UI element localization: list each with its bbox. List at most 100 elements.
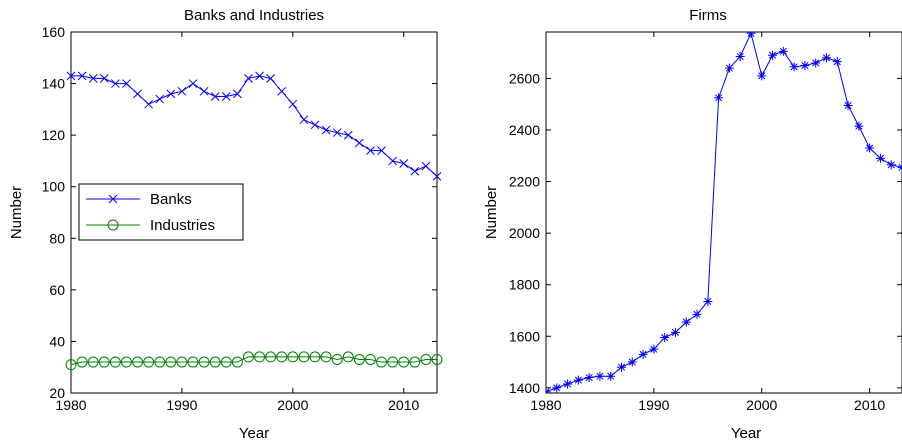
- chart1-series0-point: [617, 362, 627, 372]
- chart1-ytick-label: 1600: [509, 328, 540, 344]
- chart1-series0-point: [595, 371, 605, 381]
- chart0-industries-point: [76, 356, 88, 368]
- chart0-industries-point: [231, 356, 243, 368]
- chart1-series0-point: [627, 357, 637, 367]
- chart0-industries-point: [276, 351, 288, 363]
- chart1-series0-point: [606, 371, 616, 381]
- chart0-banks-point: [221, 92, 231, 101]
- chart0-banks-point: [299, 115, 309, 125]
- chart0-banks-point: [88, 74, 98, 83]
- chart1-ytick-label: 1800: [509, 277, 540, 293]
- chart1-series0-point: [800, 61, 810, 71]
- chart1-ytick-label: 2200: [509, 174, 540, 190]
- chart1-series0-point: [552, 383, 562, 393]
- chart1-series0-point: [821, 53, 831, 63]
- chart0-legend-label-1: Industries: [150, 217, 215, 234]
- chart1-series0-point: [563, 379, 573, 389]
- chart0-industries-point: [320, 351, 332, 363]
- chart0-banks-point: [343, 130, 353, 140]
- chart1-ytick-label: 2000: [509, 225, 540, 241]
- chart0-banks-point: [199, 86, 209, 96]
- chart1-series0-line: [546, 32, 902, 393]
- chart0-industries-point: [398, 356, 410, 368]
- chart0-legend-label-0: Banks: [150, 191, 192, 208]
- chart0-industries-point: [376, 356, 388, 368]
- chart1-series0-point: [573, 375, 583, 385]
- chart0-industries-point: [120, 356, 132, 368]
- chart1-series0-point: [854, 121, 864, 131]
- chart0-industries-point: [353, 353, 365, 365]
- chart0-legend: Banks Industries: [78, 183, 244, 241]
- chart0-ytick-label: 120: [42, 127, 66, 143]
- chart0-industries-point: [242, 351, 254, 363]
- chart0-axes-box: [70, 31, 438, 394]
- chart0-banks-point: [377, 146, 386, 155]
- chart0-industries-point: [98, 356, 110, 368]
- chart0-banks-point: [321, 125, 331, 135]
- chart0-industries-point: [176, 356, 188, 368]
- chart0-xtick-label: 2010: [388, 397, 419, 413]
- chart0-industries-point: [364, 353, 376, 365]
- chart1-xtick-label: 1980: [530, 397, 561, 413]
- chart0-legend-marker-1: [107, 219, 119, 231]
- chart0-xtick-label: 1990: [166, 397, 197, 413]
- chart1-series0-point: [735, 51, 745, 61]
- chart0-industries-point: [209, 356, 221, 368]
- chart0-industries-point: [409, 356, 421, 368]
- chart1-series0-point: [546, 387, 551, 393]
- chart0-industries-point: [220, 356, 232, 368]
- chart1-series0-point: [638, 349, 648, 359]
- chart0-banks-point: [133, 89, 142, 99]
- chart0-banks-point: [277, 86, 287, 96]
- chart0-y-axis-label: Number: [8, 186, 25, 239]
- chart1-ytick-label: 2600: [509, 70, 540, 86]
- chart0-banks-point: [266, 74, 275, 83]
- chart0-industries-point: [165, 356, 177, 368]
- chart0-industries-line: [70, 356, 437, 366]
- chart0-ytick-label: 40: [49, 333, 65, 349]
- chart0-xtick-label: 2000: [277, 397, 308, 413]
- chart1-xtick-label: 2010: [854, 397, 885, 413]
- chart0-legend-box: [78, 183, 244, 241]
- chart1-x-axis-label: Year: [731, 425, 761, 442]
- chart0-banks-point: [188, 79, 198, 88]
- chart0-plot-area: [65, 71, 443, 371]
- chart0-banks-point: [155, 94, 165, 104]
- chart1-series0-point: [768, 50, 778, 60]
- chart0-banks-point: [332, 128, 342, 137]
- chart0-industries-point: [298, 351, 310, 363]
- chart1-series0-point: [660, 333, 670, 343]
- chart0-industries-point: [154, 356, 166, 368]
- chart1-series0-point: [584, 373, 594, 383]
- chart0-banks-point: [399, 159, 409, 168]
- chart0-banks-point: [77, 71, 87, 81]
- chart0-ytick-label: 60: [49, 282, 65, 298]
- chart0-banks-point: [410, 166, 420, 176]
- chart0-x-axis-label: Year: [239, 425, 269, 442]
- chart0-banks-point: [255, 71, 264, 81]
- chart0-banks-point: [122, 79, 131, 88]
- chart1-series0-point: [789, 62, 799, 72]
- chart0-banks-point: [310, 120, 320, 130]
- chart1-series0-point: [757, 71, 767, 81]
- chart0-ytick-label: 140: [42, 76, 66, 92]
- chart1-series0-point: [886, 160, 896, 170]
- chart0-banks-point: [111, 79, 120, 88]
- chart0-banks-point: [432, 172, 442, 181]
- chart1-series0-point: [897, 162, 902, 172]
- chart1-series0-point: [875, 153, 885, 163]
- chart0-industries-point: [187, 356, 199, 368]
- chart1-xtick-label: 2000: [746, 397, 777, 413]
- chart0-industries-point: [87, 356, 99, 368]
- chart0-ytick-label: 100: [42, 179, 66, 195]
- chart0-industries-point: [132, 356, 144, 368]
- chart0-banks-point: [166, 89, 176, 99]
- chart0-industries-point: [287, 351, 299, 363]
- chart0-xtick-label: 1980: [55, 397, 86, 413]
- chart1-series0-point: [724, 63, 734, 73]
- chart0-ytick-label: 80: [49, 230, 65, 246]
- chart1-series0-point: [703, 296, 713, 306]
- chart0-industries-point: [109, 356, 121, 368]
- chart1-series0-point: [746, 32, 756, 38]
